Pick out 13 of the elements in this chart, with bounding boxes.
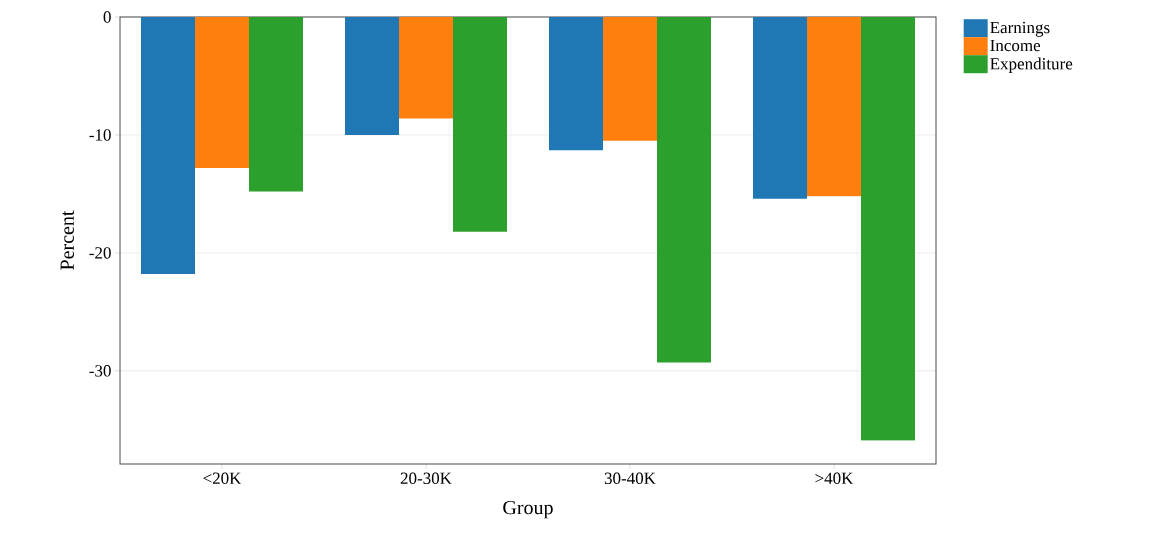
y-tick-label: -20: [89, 247, 111, 259]
legend-label: Earnings: [990, 21, 1050, 37]
y-tick-label: -30: [89, 365, 111, 377]
y-tick-label: 0: [103, 11, 111, 23]
y-tick-label: -10: [89, 129, 111, 141]
x-axis-title: Group: [503, 500, 553, 519]
y-axis-title: Percent: [60, 210, 74, 270]
x-tick-label: 20-30K: [400, 472, 452, 485]
legend-label: Expenditure: [990, 57, 1073, 73]
legend-label: Income: [990, 39, 1041, 52]
x-tick-label: <20K: [203, 472, 242, 485]
x-tick-label: 30-40K: [604, 472, 656, 485]
x-tick-label: >40K: [815, 472, 854, 485]
